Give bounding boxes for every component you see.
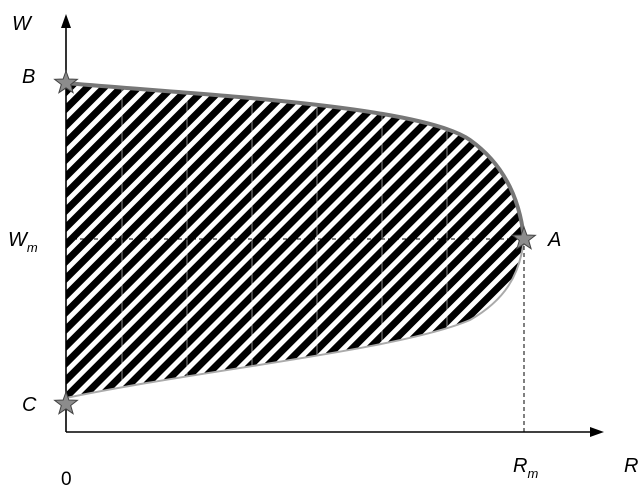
hatched-region [66,83,524,398]
point-a-label: A [547,229,561,251]
star-c-marker [53,390,79,415]
point-c-label: C [22,394,37,416]
y-axis-arrowhead [61,14,71,28]
x-axis-arrowhead [590,427,604,437]
x-axis-label: R [624,455,638,477]
upper-boundary-curve [65,81,526,240]
lower-boundary-curve [65,238,525,399]
origin-label: 0 [61,469,72,490]
point-b-label: B [22,66,35,88]
wm-tick-label: Wm [8,229,38,255]
star-a-marker [511,225,537,250]
rm-tick-label: Rm [513,455,538,481]
y-axis-label: W [12,13,33,35]
star-b-marker [53,69,79,94]
